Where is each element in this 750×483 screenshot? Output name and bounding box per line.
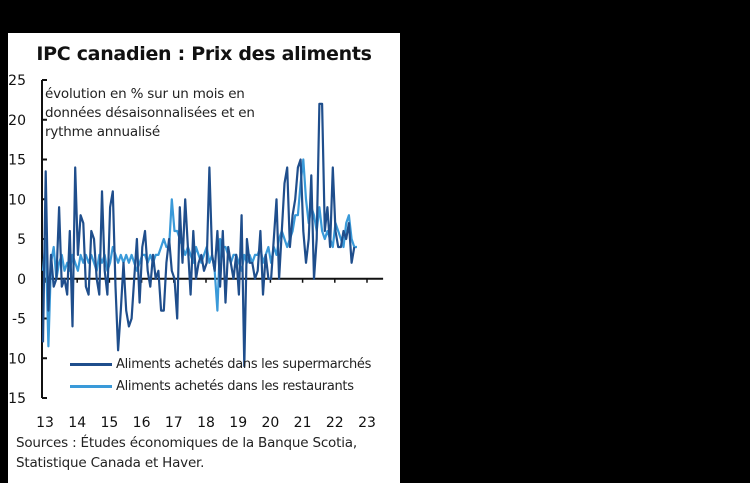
y-tick-label: 15 bbox=[8, 153, 26, 169]
x-tick-label: 21 bbox=[294, 415, 312, 431]
x-tick-label: 15 bbox=[100, 415, 118, 431]
legend-label: Aliments achetés dans les restaurants bbox=[116, 378, 354, 394]
y-tick-label: -15 bbox=[8, 391, 26, 407]
chart-panel: IPC canadien : Prix des aliments évoluti… bbox=[8, 33, 400, 483]
legend-item-restaurants: Aliments achetés dans les restaurants bbox=[70, 375, 371, 397]
x-tick-label: 14 bbox=[68, 415, 86, 431]
subtitle-line: données désaisonnalisées et en bbox=[45, 105, 255, 121]
legend-swatch-icon bbox=[70, 362, 112, 366]
legend: Aliments achetés dans les supermarchés A… bbox=[70, 353, 371, 397]
y-tick-label: -5 bbox=[12, 312, 26, 328]
sources-line: Statistique Canada et Haver. bbox=[16, 455, 205, 471]
chart-subtitle: évolution en % sur un mois en données dé… bbox=[45, 85, 335, 142]
y-tick-label: 0 bbox=[17, 272, 26, 288]
x-tick-label: 16 bbox=[133, 415, 151, 431]
y-tick-label: -10 bbox=[8, 351, 26, 367]
y-tick-label: 20 bbox=[8, 113, 26, 129]
series-line bbox=[41, 102, 356, 368]
x-tick-label: 18 bbox=[197, 415, 215, 431]
x-tick-label: 19 bbox=[229, 415, 247, 431]
chart-title: IPC canadien : Prix des aliments bbox=[36, 43, 372, 65]
y-tick-label: 25 bbox=[8, 73, 26, 89]
sources-note: Sources : Études économiques de la Banqu… bbox=[16, 433, 357, 473]
sources-line: Sources : Études économiques de la Banqu… bbox=[16, 435, 357, 451]
line-chart: 25 20 15 10 5 0 -5 -10 -15 13 14 15 16 17 18 19 20 21 22 23 bbox=[8, 73, 384, 431]
x-tick-label: 23 bbox=[358, 415, 376, 431]
x-tick-label: 22 bbox=[326, 415, 344, 431]
y-tick-label: 5 bbox=[17, 232, 26, 248]
subtitle-line: évolution en % sur un mois en bbox=[45, 86, 245, 102]
legend-label: Aliments achetés dans les supermarchés bbox=[116, 356, 372, 372]
x-tick-label: 13 bbox=[36, 415, 54, 431]
x-tick-label: 20 bbox=[261, 415, 279, 431]
y-tick-label: 10 bbox=[8, 192, 26, 208]
subtitle-line: rythme annualisé bbox=[45, 124, 160, 140]
legend-item-supermarkets: Aliments achetés dans les supermarchés bbox=[70, 353, 371, 375]
x-tick-label: 17 bbox=[165, 415, 183, 431]
legend-swatch-icon bbox=[70, 384, 112, 388]
